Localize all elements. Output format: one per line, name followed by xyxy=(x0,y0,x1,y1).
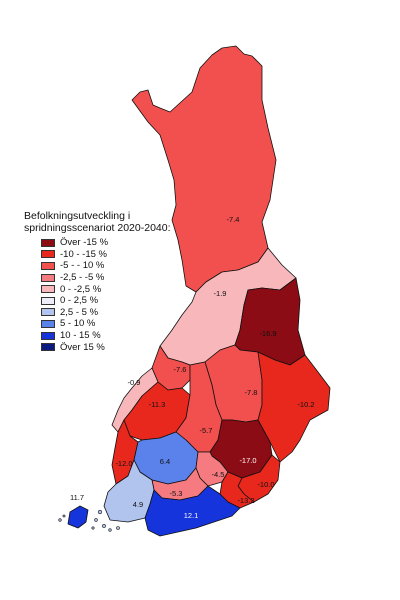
legend-label: 5 - 10 % xyxy=(60,318,96,330)
legend-item: -2,5 - -5 % xyxy=(41,272,204,284)
region-label-satakunta: -12.0 xyxy=(115,459,132,468)
region-north-karelia xyxy=(257,351,331,463)
legend-item: Över -15 % xyxy=(41,237,204,249)
legend-swatch xyxy=(41,296,55,305)
legend-item: 5 - 10 % xyxy=(41,318,204,330)
legend-label: 2,5 - 5 % xyxy=(60,306,99,318)
region-label-paijat-hame: -4.5 xyxy=(212,470,225,479)
legend-label: Över 15 % xyxy=(60,341,105,353)
legend-title-line2: spridningsscenariot 2020-2040: xyxy=(24,222,171,234)
region-aland xyxy=(67,505,89,529)
region-label-pirkanmaa: 6.4 xyxy=(160,457,170,466)
legend-label: -5 - - 10 % xyxy=(60,260,105,272)
region-label-central-ostrobothnia: -7.6 xyxy=(174,365,187,374)
legend-label: Över -15 % xyxy=(60,237,109,249)
legend-item: 0 - -2,5 % xyxy=(41,283,204,295)
region-label-aland: 11.7 xyxy=(70,493,84,502)
legend-label: 10 - 15 % xyxy=(60,330,101,342)
region-lapland xyxy=(131,45,277,293)
region-label-ostrobothnia: -0.9 xyxy=(128,378,141,387)
legend-title-line1: Befolkningsutveckling i xyxy=(24,210,131,222)
legend-swatch xyxy=(41,261,55,270)
region-label-north-ostrobothnia: -1.9 xyxy=(214,289,227,298)
region-label-north-savo: -7.8 xyxy=(245,388,258,397)
legend-swatch xyxy=(41,238,55,247)
legend-label: -2,5 - -5 % xyxy=(60,272,105,284)
legend-item: 2,5 - 5 % xyxy=(41,307,204,319)
legend-label: 0 - -2,5 % xyxy=(60,283,102,295)
region-label-south-savo: -17.0 xyxy=(239,456,256,465)
legend-item: 10 - 15 % xyxy=(41,330,204,342)
legend-item: -5 - - 10 % xyxy=(41,260,204,272)
region-label-central-finland: -5.7 xyxy=(200,426,213,435)
legend-item: -10 - -15 % xyxy=(41,249,204,261)
region-uusimaa xyxy=(144,485,241,537)
legend-swatch xyxy=(41,343,55,352)
region-label-south-karelia: -10.0 xyxy=(257,480,274,489)
region-label-south-ostrobothnia: -11.3 xyxy=(149,400,166,409)
legend: Befolkningsutveckling i spridningsscenar… xyxy=(24,210,204,353)
legend-swatch xyxy=(41,250,55,259)
archipelago-islands xyxy=(58,509,120,532)
region-label-southwest-finland: 4.9 xyxy=(133,500,143,509)
legend-swatch xyxy=(41,331,55,340)
region-label-lapland: -7.4 xyxy=(227,215,240,224)
legend-title: Befolkningsutveckling i spridningsscenar… xyxy=(24,210,204,234)
legend-swatch xyxy=(41,308,55,317)
legend-swatch xyxy=(41,273,55,282)
legend-label: -10 - -15 % xyxy=(60,248,107,260)
legend-item: Över 15 % xyxy=(41,341,204,353)
legend-item: 0 - 2,5 % xyxy=(41,295,204,307)
region-label-uusimaa: 12.1 xyxy=(184,511,199,520)
legend-swatch xyxy=(41,285,55,294)
legend-label: 0 - 2,5 % xyxy=(60,295,99,307)
region-label-kainuu: -16.9 xyxy=(259,329,276,338)
region-label-kymenlaakso: -13.2 xyxy=(237,496,254,505)
region-label-north-karelia: -10.2 xyxy=(297,400,314,409)
legend-swatch xyxy=(41,319,55,328)
region-label-kanta-hame: -5.3 xyxy=(170,489,183,498)
